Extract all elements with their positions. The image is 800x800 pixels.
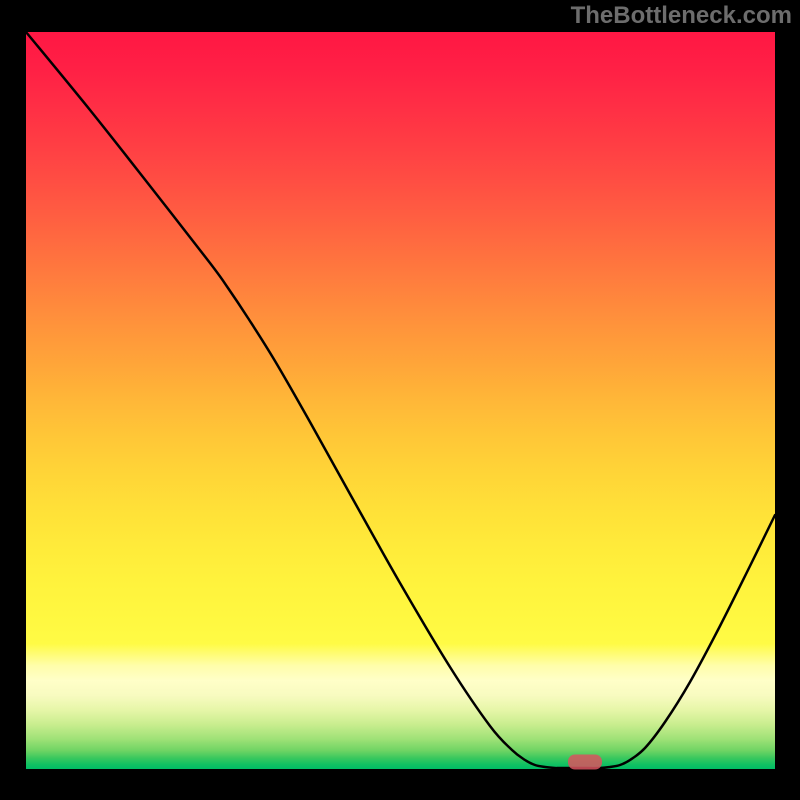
chart-root: TheBottleneck.com [0,0,800,800]
watermark-text: TheBottleneck.com [571,2,792,30]
optimal-marker [568,755,602,770]
plot-background [26,32,775,769]
chart-svg [0,0,800,800]
